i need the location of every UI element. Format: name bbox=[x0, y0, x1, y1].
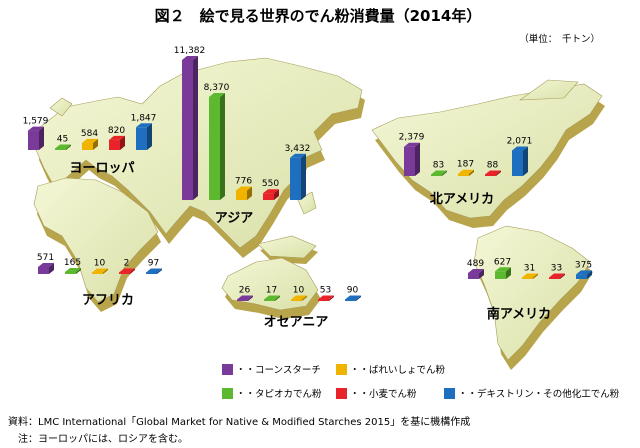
source-note: 資料：LMC International「Global Market for N… bbox=[8, 415, 470, 428]
legend-label-corn: ・・コーンスターチ bbox=[236, 365, 321, 376]
value-label-south-america-potato: 31 bbox=[524, 264, 535, 274]
value-label-africa-tapioca: 165 bbox=[64, 258, 81, 268]
legend-label-dextrin: ・・デキストリン・その他化工でん粉 bbox=[458, 388, 620, 400]
bar-europe-tapioca bbox=[55, 144, 71, 150]
bar-africa-potato bbox=[92, 268, 108, 274]
legend-swatch-dextrin bbox=[444, 388, 455, 399]
region-label-south-america: 南アメリカ bbox=[487, 306, 551, 322]
value-label-north-america-tapioca: 83 bbox=[433, 161, 444, 171]
value-label-europe-dextrin: 1,847 bbox=[131, 113, 157, 123]
value-label-europe-tapioca: 45 bbox=[57, 135, 68, 145]
legend: ・・コーンスターチ ・・ばれいしょでん粉 ・・タピオカでん粉 ・・小麦でん粉 ・… bbox=[222, 364, 620, 400]
region-label-north-america: 北アメリカ bbox=[430, 192, 494, 207]
bar-oceania-potato bbox=[291, 295, 307, 301]
bar-oceania-tapioca bbox=[264, 295, 280, 301]
bar-europe-dextrin bbox=[136, 123, 152, 150]
bar-south-america-potato bbox=[522, 273, 538, 279]
value-label-asia-dextrin: 3,432 bbox=[285, 144, 311, 154]
legend-label-wheat: ・・小麦でん粉 bbox=[350, 388, 417, 400]
land-north-america bbox=[371, 79, 605, 228]
bar-africa-wheat bbox=[119, 268, 135, 274]
legend-swatch-potato bbox=[336, 364, 347, 375]
bar-north-america-wheat bbox=[485, 170, 501, 176]
value-label-north-america-potato: 187 bbox=[457, 160, 474, 170]
value-label-africa-dextrin: 97 bbox=[148, 259, 159, 269]
bar-asia-corn bbox=[182, 56, 198, 200]
bar-europe-potato bbox=[82, 138, 98, 150]
bar-north-america-corn bbox=[404, 142, 420, 176]
value-label-oceania-potato: 10 bbox=[293, 286, 305, 296]
bars-layer: 1,579 45 584 820 1,847 ヨーロッパ 11,382 8,370 776 550… bbox=[23, 46, 592, 330]
region-group-north-america: 2,379 83 187 88 2,071 北アメリカ bbox=[399, 133, 533, 207]
bar-asia-potato bbox=[236, 186, 252, 200]
region-label-oceania: オセアニア bbox=[264, 315, 329, 330]
region-label-asia: アジア bbox=[215, 211, 253, 226]
value-label-europe-corn: 1,579 bbox=[23, 117, 49, 127]
legend-label-potato: ・・ばれいしょでん粉 bbox=[350, 364, 446, 376]
bar-asia-dextrin bbox=[290, 153, 306, 200]
bar-asia-wheat bbox=[263, 189, 279, 200]
bar-oceania-wheat bbox=[318, 295, 334, 301]
bar-asia-tapioca bbox=[209, 93, 225, 200]
value-label-oceania-wheat: 53 bbox=[320, 286, 331, 296]
land-eurasia bbox=[35, 57, 365, 264]
value-label-south-america-corn: 489 bbox=[467, 259, 484, 269]
value-label-north-america-corn: 2,379 bbox=[399, 133, 425, 143]
value-label-south-america-tapioca: 627 bbox=[494, 257, 511, 267]
value-label-asia-potato: 776 bbox=[235, 176, 252, 186]
bar-europe-corn bbox=[28, 126, 44, 150]
land-africa bbox=[33, 177, 161, 312]
region-group-oceania: 26 17 10 53 90 オセアニア bbox=[237, 286, 361, 330]
legend-label-tapioca: ・・タピオカでん粉 bbox=[236, 388, 322, 400]
legend-swatch-corn bbox=[222, 364, 233, 375]
legend-swatch-tapioca bbox=[222, 388, 233, 399]
value-label-oceania-dextrin: 90 bbox=[347, 286, 359, 296]
bar-africa-corn bbox=[38, 262, 54, 274]
region-label-europe: ヨーロッパ bbox=[69, 161, 134, 176]
unit-label: （単位： 千トン） bbox=[519, 33, 600, 45]
value-label-south-america-dextrin: 375 bbox=[575, 260, 592, 270]
bar-south-america-wheat bbox=[549, 273, 565, 279]
value-label-asia-tapioca: 8,370 bbox=[204, 83, 230, 93]
value-label-africa-potato: 10 bbox=[94, 259, 106, 269]
value-label-north-america-dextrin: 2,071 bbox=[507, 137, 533, 147]
value-label-europe-potato: 584 bbox=[81, 129, 98, 139]
region-label-africa: アフリカ bbox=[82, 293, 134, 308]
bar-north-america-dextrin bbox=[512, 146, 528, 176]
bar-oceania-corn bbox=[237, 295, 253, 301]
bar-north-america-tapioca bbox=[431, 170, 447, 176]
value-label-asia-wheat: 550 bbox=[262, 179, 279, 189]
world-map bbox=[33, 57, 605, 370]
value-label-africa-corn: 571 bbox=[37, 253, 54, 263]
bar-oceania-dextrin bbox=[345, 295, 361, 301]
value-label-north-america-wheat: 88 bbox=[487, 161, 499, 171]
region-group-africa: 571 165 10 2 97 アフリカ bbox=[37, 253, 162, 308]
value-label-asia-corn: 11,382 bbox=[174, 46, 206, 56]
bar-south-america-tapioca bbox=[495, 267, 511, 279]
region-group-asia: 11,382 8,370 776 550 3,432 アジア bbox=[174, 46, 311, 226]
value-label-oceania-tapioca: 17 bbox=[266, 286, 277, 296]
value-label-europe-wheat: 820 bbox=[108, 126, 125, 136]
value-label-oceania-corn: 26 bbox=[239, 286, 251, 296]
bar-europe-wheat bbox=[109, 135, 125, 150]
bar-africa-tapioca bbox=[65, 267, 81, 274]
value-label-south-america-wheat: 33 bbox=[551, 264, 562, 274]
land-south-america bbox=[473, 225, 593, 370]
bar-south-america-dextrin bbox=[576, 270, 592, 279]
region-group-south-america: 489 627 31 33 375 南アメリカ bbox=[467, 257, 592, 322]
region-note: 注：ヨーロッパには、ロシアを含む。 bbox=[8, 432, 188, 445]
chart-title: 図２ 絵で見る世界のでん粉消費量（2014年） bbox=[155, 7, 482, 25]
bar-north-america-potato bbox=[458, 169, 474, 176]
region-group-europe: 1,579 45 584 820 1,847 ヨーロッパ bbox=[23, 113, 157, 176]
bar-africa-dextrin bbox=[146, 268, 162, 274]
value-label-africa-wheat: 2 bbox=[124, 259, 130, 269]
bar-south-america-corn bbox=[468, 268, 484, 279]
legend-swatch-wheat bbox=[336, 388, 347, 399]
